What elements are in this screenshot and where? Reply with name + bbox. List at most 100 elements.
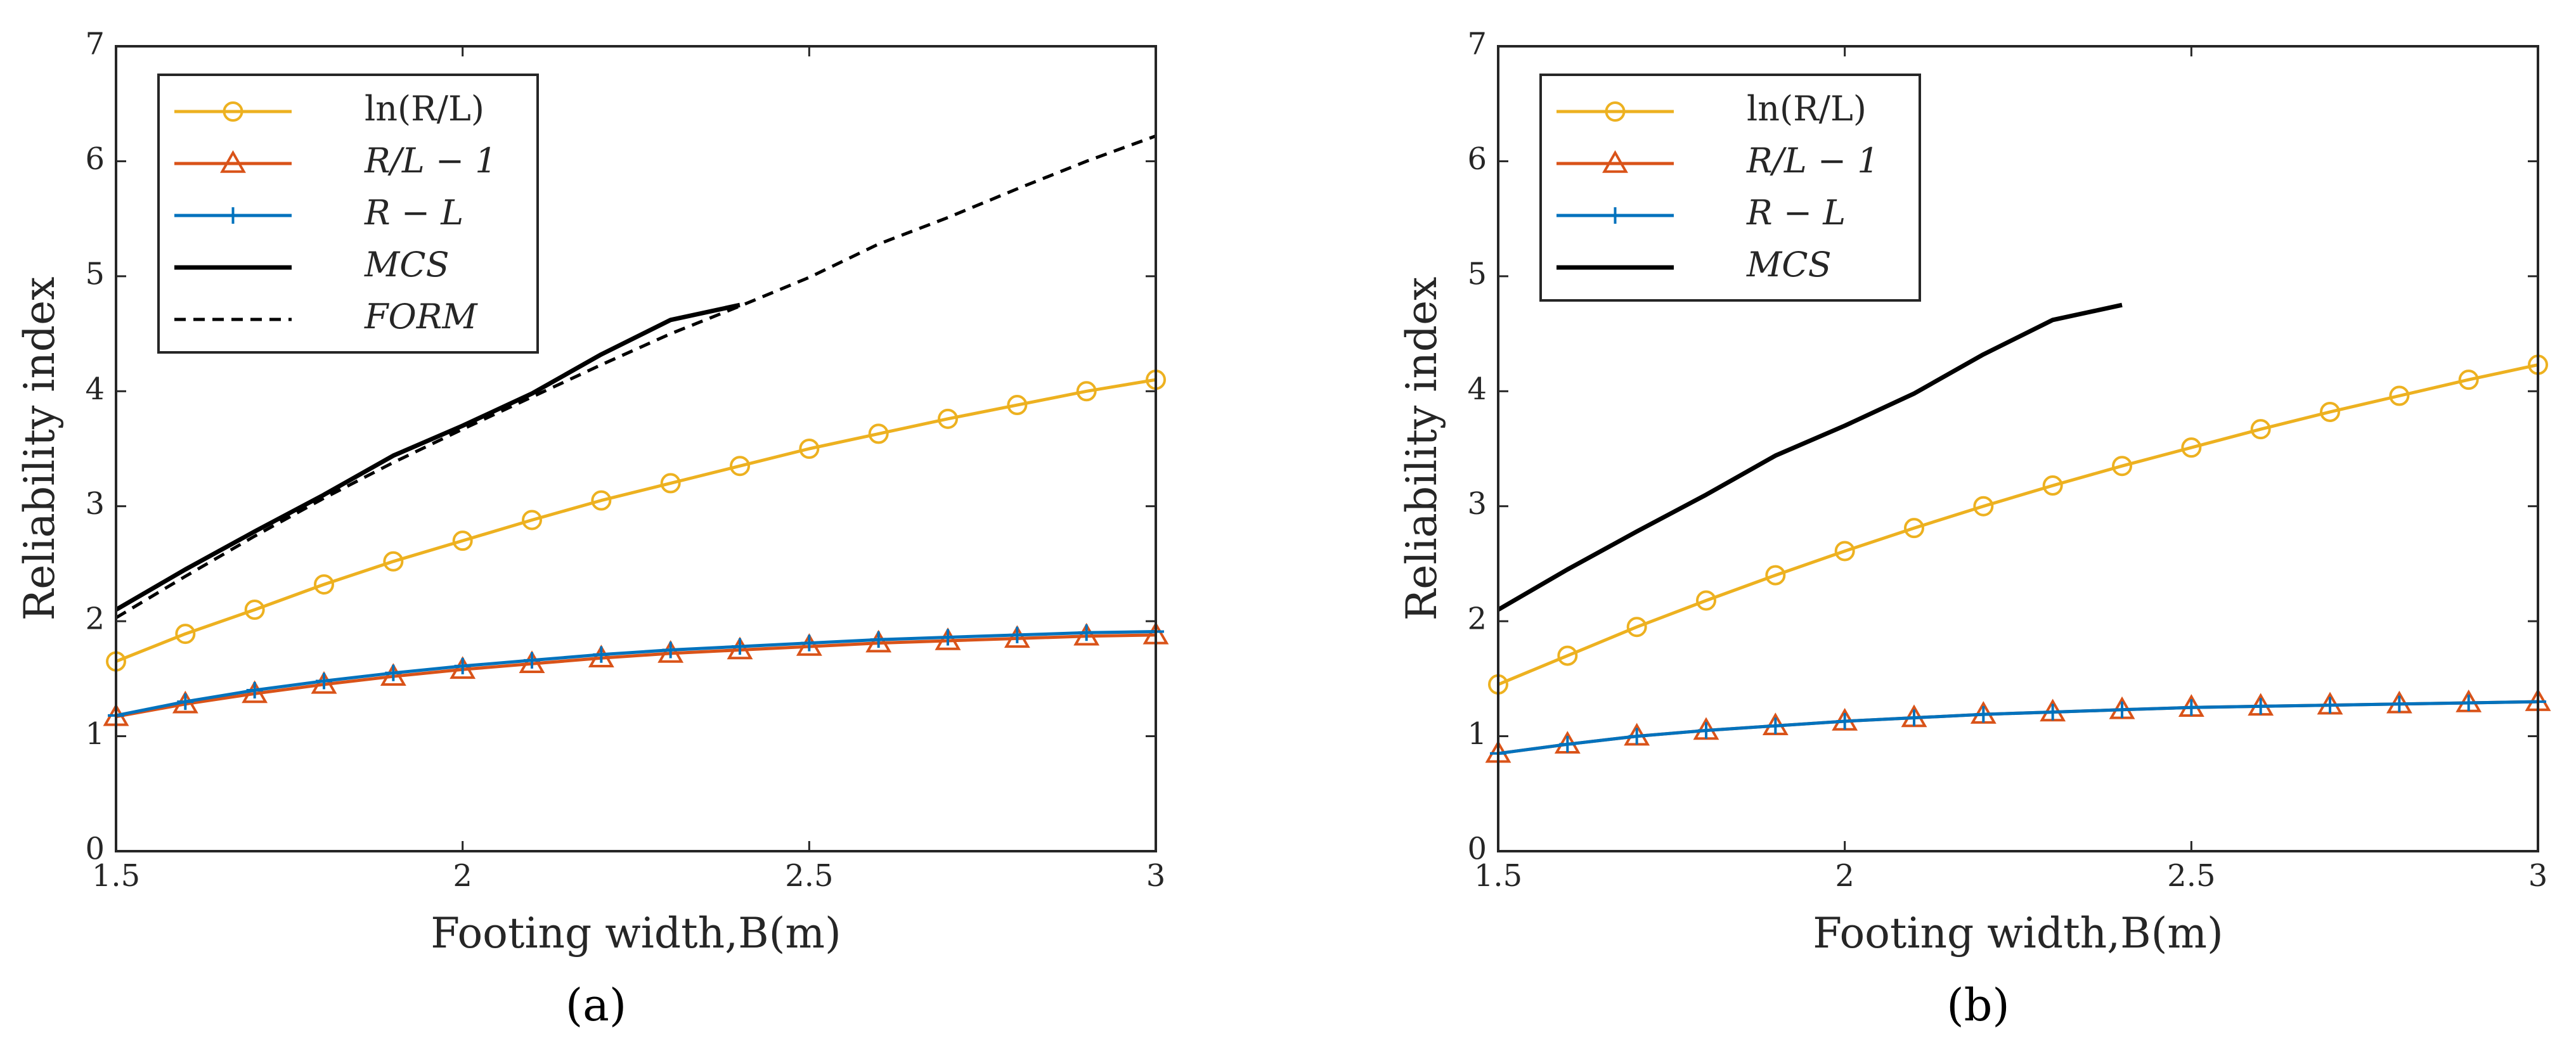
point-rl1-11 [865, 629, 892, 653]
x-axis-label: Footing width,B(m) [430, 909, 841, 958]
series-line-mcs [1497, 302, 2123, 612]
point-rml-6 [524, 652, 540, 669]
legend-marker-rl1 [220, 150, 246, 173]
legend: ln(R/L) R/L − 1 R − L MCS FORM [157, 74, 539, 354]
point-rml-11 [870, 631, 887, 648]
legend-label-rl1: R/L − 1 [364, 141, 497, 181]
y-tick-label: 0 [85, 832, 105, 867]
x-tick-label: 1.5 [1474, 858, 1522, 894]
y-tick-label: 3 [1467, 486, 1487, 522]
x-tick-label: 3 [2528, 858, 2548, 894]
legend-label-form: FORM [364, 297, 478, 337]
y-tick-label: 1 [85, 716, 105, 752]
series-line-form [115, 134, 1156, 619]
point-ln-8 [2042, 475, 2063, 496]
legend-marker-rml [224, 207, 242, 224]
point-rml-1 [1559, 736, 1576, 753]
y-tick-label: 5 [85, 256, 105, 292]
y-tick-label: 4 [1467, 371, 1487, 407]
point-rl1-9 [727, 636, 753, 660]
point-rml-5 [1836, 712, 1853, 729]
series-line-mcs [115, 302, 741, 612]
y-tick-label: 2 [1467, 601, 1487, 637]
x-tick-label: 2.5 [2167, 858, 2215, 894]
point-ln-10 [799, 439, 820, 459]
series-mcs [115, 302, 741, 612]
x-tick-label: 2.5 [785, 858, 833, 894]
legend-label-rml: R − L [364, 193, 463, 233]
point-rml-13 [1009, 626, 1026, 643]
chart-panel-b: 0 1 2 3 4 5 6 7 1.5 2 2.5 3 Footing width,B(m) Reliab… [1397, 27, 2551, 1031]
point-rml-5 [454, 657, 471, 674]
point-rml-9 [732, 638, 748, 655]
point-rml-2 [1628, 728, 1645, 745]
series-line-ln [115, 378, 1156, 663]
point-ln-2 [1626, 617, 1647, 638]
point-ln-9 [730, 456, 750, 477]
point-ln-1 [175, 624, 196, 645]
legend-label-mcs: MCS [1746, 245, 1832, 285]
legend-label-rml: R − L [1746, 193, 1846, 233]
point-ln-11 [868, 423, 889, 444]
point-rl1-7 [588, 645, 614, 667]
y-tick-label: 2 [85, 601, 105, 637]
point-rl1-14 [1073, 622, 1100, 646]
point-ln-4 [1765, 565, 1786, 586]
y-tick-label: 4 [85, 371, 105, 407]
x-axis-label: Footing width,B(m) [1813, 909, 2223, 958]
series-mcs [1497, 302, 2123, 612]
point-rml-9 [2114, 701, 2130, 718]
point-rml-12 [2322, 697, 2338, 714]
point-rml-10 [801, 634, 818, 652]
point-rml-13 [2391, 695, 2408, 712]
legend-label-ln: ln(R/L) [1747, 89, 1867, 129]
y-axis-label: Reliability index [15, 277, 64, 621]
y-tick-label: 5 [1467, 256, 1487, 292]
point-ln-14 [2458, 370, 2479, 390]
panel-caption: (b) [1946, 979, 2009, 1031]
axes-box [115, 45, 1157, 852]
point-ln-13 [2389, 385, 2410, 406]
point-ln-5 [1834, 541, 1855, 562]
legend-marker-ln [1605, 101, 1626, 122]
y-tick-label: 6 [85, 141, 105, 177]
point-ln-3 [1696, 590, 1716, 611]
legend-label-mcs: MCS [364, 245, 450, 285]
point-ln-4 [383, 551, 404, 572]
series-form [115, 134, 1156, 619]
point-rml-4 [385, 664, 402, 681]
legend-marker-rml [1607, 207, 1624, 224]
point-ln-1 [1557, 645, 1578, 666]
point-ln-12 [2320, 401, 2340, 422]
point-rl1-12 [935, 627, 961, 650]
point-ln-8 [660, 473, 681, 494]
x-tick-label: 1.5 [92, 858, 140, 894]
y-axis-label: Reliability index [1397, 277, 1446, 621]
point-rl1-6 [519, 650, 545, 674]
point-rml-6 [1906, 709, 1922, 726]
point-ln-2 [244, 600, 265, 620]
legend-box [157, 74, 539, 354]
point-rml-7 [1975, 706, 1992, 723]
point-ln-11 [2250, 419, 2271, 440]
point-rml-11 [2252, 698, 2269, 715]
point-ln-7 [1973, 496, 1994, 517]
series-line-rml [115, 630, 1156, 717]
y-tick-label: 0 [1467, 832, 1487, 867]
legend-marker-rl1 [1602, 150, 1628, 173]
point-ln-6 [1904, 518, 1924, 539]
series-ln [1488, 354, 2548, 695]
point-ln-13 [1007, 395, 1028, 416]
y-tick-label: 7 [85, 27, 105, 62]
legend-label-rl1: R/L − 1 [1746, 141, 1879, 181]
point-ln-12 [938, 408, 958, 429]
point-rml-8 [662, 641, 679, 659]
series-line-rl1 [115, 633, 1156, 719]
point-ln-5 [452, 530, 473, 551]
point-rml-2 [246, 682, 263, 698]
y-tick-label: 6 [1467, 141, 1487, 177]
x-tick-label: 2 [453, 858, 472, 894]
legend-marker-ln [223, 101, 243, 122]
point-rml-7 [593, 646, 610, 663]
